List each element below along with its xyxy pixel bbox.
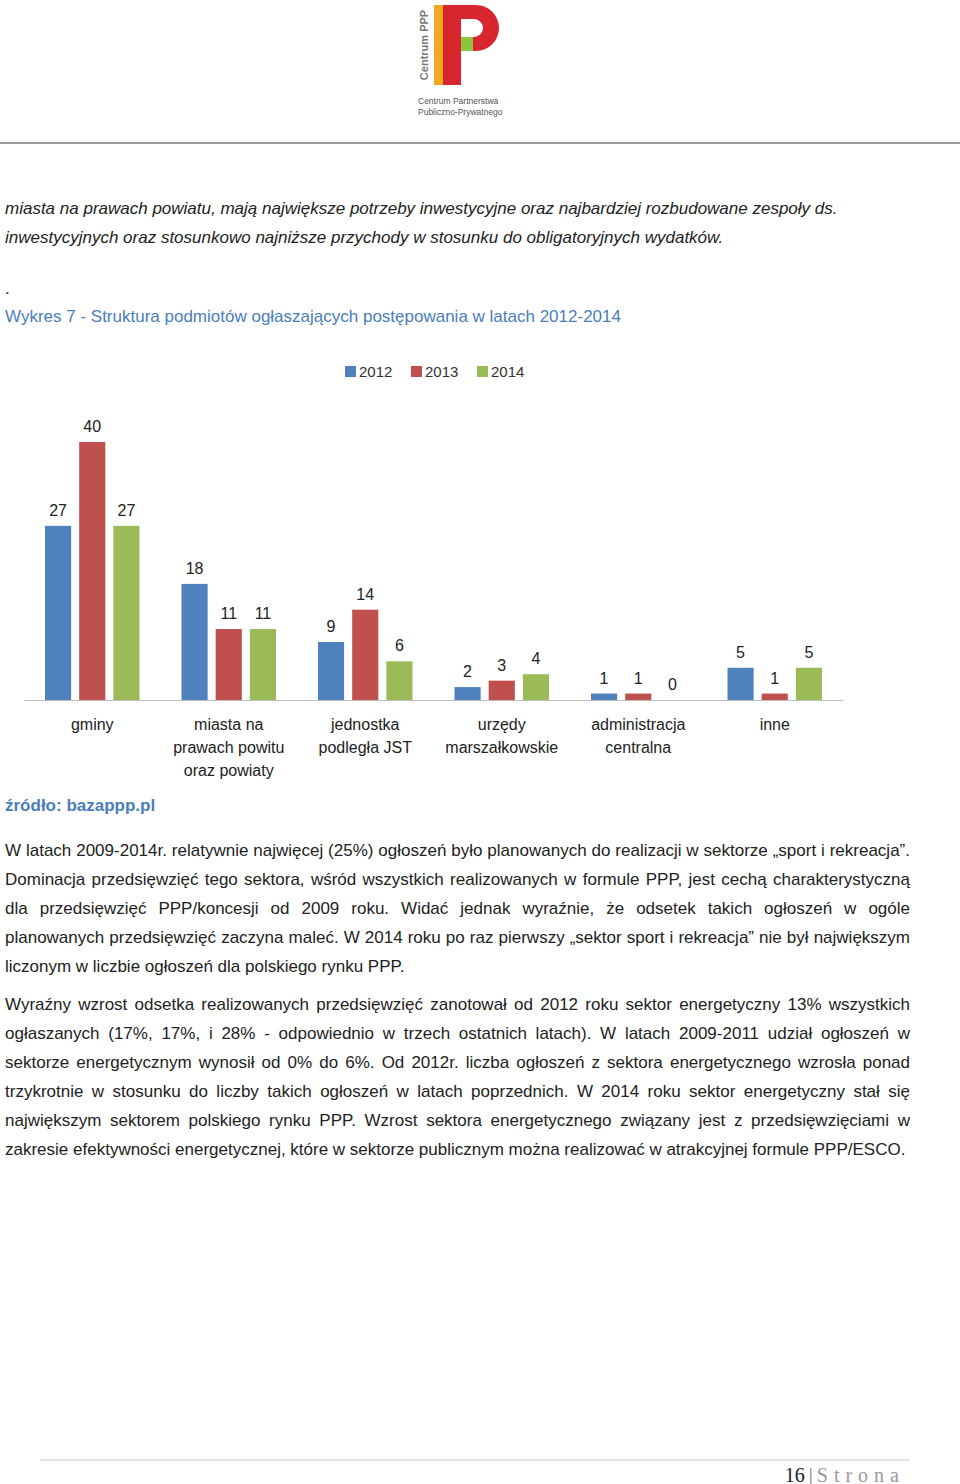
footer-separator: | xyxy=(809,1464,813,1484)
data-label: 27 xyxy=(118,502,136,519)
footer-label: Strona xyxy=(817,1464,905,1484)
data-label: 14 xyxy=(356,586,374,603)
x-tick: urzędymarszałkowskie xyxy=(445,700,558,756)
x-tick-label: urzędymarszałkowskie xyxy=(445,716,558,756)
data-label: 11 xyxy=(255,605,272,622)
x-axis-line xyxy=(25,700,844,701)
data-label: 5 xyxy=(804,644,813,661)
logo-vertical-text: Centrum PPP xyxy=(418,10,430,80)
data-label: 11 xyxy=(220,605,237,622)
data-label: 1 xyxy=(770,670,779,687)
legend-swatch xyxy=(411,366,422,377)
legend-label: 2014 xyxy=(491,363,524,380)
logo: Centrum PPP Centrum PartnerstwaPubliczno-… xyxy=(418,5,503,117)
x-tick: inne xyxy=(760,700,790,733)
legend-label: 2012 xyxy=(359,363,392,380)
bar xyxy=(386,661,412,700)
legend-swatch xyxy=(477,366,488,377)
bar xyxy=(318,642,344,700)
logo-p xyxy=(443,5,499,85)
logo-line: Publiczno-Prywatnego xyxy=(418,107,503,117)
data-label: 18 xyxy=(186,560,204,577)
logo-line: Centrum Partnerstwa xyxy=(418,96,499,106)
x-tick: miasta naprawach powituoraz powiaty xyxy=(173,700,284,779)
data-label: 3 xyxy=(497,657,506,674)
data-label: 0 xyxy=(668,676,677,693)
x-tick-label: miasta naprawach powituoraz powiaty xyxy=(173,716,284,779)
data-label: 5 xyxy=(736,644,745,661)
bar xyxy=(216,629,242,700)
footer-rule xyxy=(40,1460,910,1461)
x-tick-label: gminy xyxy=(71,716,114,733)
header-rule xyxy=(0,142,960,144)
data-label: 4 xyxy=(531,650,540,667)
bar xyxy=(489,681,515,700)
logo-accent xyxy=(461,37,473,51)
x-tick-label: inne xyxy=(760,716,790,733)
data-label: 6 xyxy=(395,637,404,654)
data-label: 1 xyxy=(600,670,609,687)
bar xyxy=(352,610,378,700)
data-labels: 2718921540111431127116405 xyxy=(49,418,813,693)
footer: 16|Strona xyxy=(785,1464,905,1484)
page-number: 16 xyxy=(785,1464,805,1484)
bar xyxy=(113,526,139,700)
chart-title: Wykres 7 - Struktura podmiotów ogłaszają… xyxy=(5,307,621,326)
paragraph: W latach 2009-2014r. relatywnie najwięce… xyxy=(5,836,910,981)
x-tick: administracjacentralna xyxy=(591,700,685,756)
bar xyxy=(728,668,754,700)
bar xyxy=(455,687,481,700)
data-label: 40 xyxy=(83,418,101,435)
bar xyxy=(625,694,651,700)
bar xyxy=(45,526,71,700)
bar xyxy=(659,700,685,701)
intro-line: miasta na prawach powiatu, mają najwięks… xyxy=(5,199,838,218)
x-tick-label: administracjacentralna xyxy=(591,716,685,756)
bar xyxy=(79,442,105,700)
stray-dot: . xyxy=(5,279,10,298)
logo-stripe xyxy=(434,5,443,85)
legend-label: 2013 xyxy=(425,363,458,380)
bar xyxy=(523,674,549,700)
data-label: 2 xyxy=(463,663,472,680)
x-tick: jednostkapodległa JST xyxy=(319,700,413,756)
x-axis: gminy miasta naprawach powituoraz powiaty… xyxy=(25,700,844,779)
bar xyxy=(250,629,276,700)
paragraph: Wyraźny wzrost odsetka realizowanych prz… xyxy=(5,990,910,1164)
bar xyxy=(182,584,208,700)
bar xyxy=(591,694,617,700)
data-label: 9 xyxy=(327,618,336,635)
x-tick: gminy xyxy=(71,700,114,733)
data-label: 1 xyxy=(634,670,643,687)
bar xyxy=(762,694,788,700)
page: Centrum PPP Centrum PartnerstwaPubliczno-… xyxy=(0,0,960,1484)
bars xyxy=(45,442,822,700)
legend: 2012 2013 2014 xyxy=(345,363,524,380)
x-tick-label: jednostkapodległa JST xyxy=(319,716,413,756)
legend-swatch xyxy=(345,366,356,377)
source-note: źródło: bazappp.pl xyxy=(5,796,155,815)
intro-line: inwestycyjnych oraz stosunkowo najniższe… xyxy=(5,228,723,247)
data-label: 27 xyxy=(49,502,67,519)
bar xyxy=(796,668,822,700)
